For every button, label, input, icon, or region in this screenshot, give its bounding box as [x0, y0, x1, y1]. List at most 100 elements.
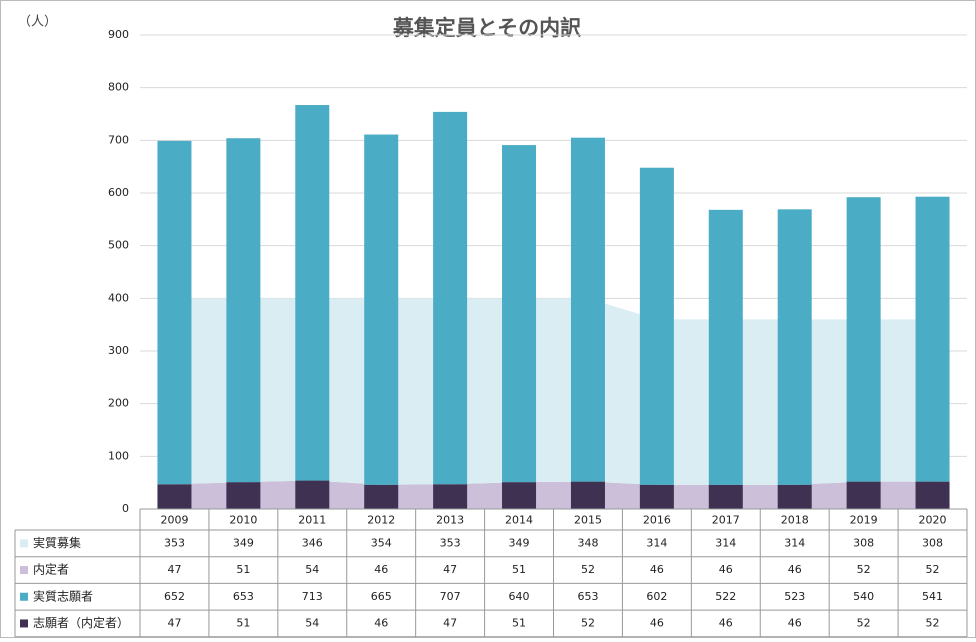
table-cell: 46 — [374, 616, 388, 629]
bar — [570, 137, 605, 482]
x-tick-label: 2010 — [229, 514, 257, 527]
table-cell: 308 — [922, 536, 943, 549]
table-cell: 46 — [719, 563, 733, 576]
table-cell: 308 — [853, 536, 874, 549]
table-cell: 314 — [646, 536, 667, 549]
bar — [364, 134, 399, 485]
x-tick-label: 2015 — [574, 514, 602, 527]
legend-label: 実質志願者 — [33, 588, 93, 603]
bar — [777, 484, 812, 509]
table-cell: 540 — [853, 590, 874, 603]
bar — [157, 140, 192, 485]
y-tick-label: 500 — [108, 239, 129, 252]
table-cell: 51 — [512, 616, 526, 629]
table-cell: 653 — [233, 590, 254, 603]
unit-label: （人） — [18, 15, 57, 30]
table-cell: 46 — [374, 563, 388, 576]
table-cell: 47 — [443, 563, 457, 576]
table-cell: 354 — [371, 536, 392, 549]
table-cell: 348 — [577, 536, 598, 549]
legend-swatch — [20, 592, 28, 601]
bar — [639, 484, 674, 509]
table-cell: 522 — [715, 590, 736, 603]
table-cell: 541 — [922, 590, 943, 603]
legend-swatch — [20, 539, 28, 548]
table-cell: 51 — [236, 616, 250, 629]
table-cell: 653 — [577, 590, 598, 603]
legend-label: 内定者 — [33, 562, 69, 577]
legend-swatch — [20, 619, 28, 628]
bar — [295, 480, 330, 509]
table-cell: 51 — [512, 563, 526, 576]
x-tick-label: 2014 — [505, 514, 533, 527]
table-cell: 640 — [509, 590, 530, 603]
x-tick-label: 2017 — [712, 514, 740, 527]
table-cell: 523 — [784, 590, 805, 603]
table-cell: 52 — [581, 563, 595, 576]
table-cell: 47 — [167, 616, 181, 629]
table-cell: 349 — [233, 536, 254, 549]
table-cell: 47 — [443, 616, 457, 629]
table-cell: 46 — [650, 616, 664, 629]
table-cell: 54 — [305, 616, 319, 629]
bar — [226, 482, 261, 509]
legend-label: 実質募集 — [33, 535, 81, 550]
x-tick-label: 2011 — [298, 514, 326, 527]
x-tick-label: 2016 — [643, 514, 671, 527]
table-cell: 652 — [164, 590, 185, 603]
bar — [570, 481, 605, 509]
bar — [915, 481, 950, 509]
legend-label: 志願者（内定者） — [33, 615, 129, 630]
bar — [502, 145, 537, 483]
y-tick-label: 0 — [122, 502, 129, 515]
bar — [295, 105, 330, 481]
table-cell: 349 — [509, 536, 530, 549]
y-tick-label: 800 — [108, 81, 129, 94]
bar — [433, 111, 468, 485]
table-cell: 47 — [167, 563, 181, 576]
y-tick-label: 200 — [108, 397, 129, 410]
bar — [433, 484, 468, 509]
table-cell: 52 — [926, 563, 940, 576]
y-tick-label: 400 — [108, 291, 129, 304]
table-cell: 602 — [646, 590, 667, 603]
legend-swatch — [20, 566, 28, 575]
bar — [708, 484, 743, 509]
area — [174, 298, 933, 485]
table-cell: 707 — [440, 590, 461, 603]
table-cell: 346 — [302, 536, 323, 549]
y-tick-label: 900 — [108, 28, 129, 41]
bar — [639, 167, 674, 485]
table-cell: 353 — [440, 536, 461, 549]
table-cell: 46 — [788, 563, 802, 576]
x-tick-label: 2019 — [850, 514, 878, 527]
table-cell: 46 — [650, 563, 664, 576]
y-tick-label: 700 — [108, 133, 129, 146]
bar — [157, 484, 192, 509]
x-tick-label: 2018 — [781, 514, 809, 527]
table-cell: 314 — [715, 536, 736, 549]
bar — [915, 196, 950, 482]
x-tick-label: 2013 — [436, 514, 464, 527]
x-tick-label: 2009 — [160, 514, 188, 527]
table-cell: 52 — [581, 616, 595, 629]
bar — [502, 482, 537, 509]
bar — [226, 138, 261, 483]
bar — [846, 197, 881, 482]
area — [174, 480, 933, 509]
bar — [777, 209, 812, 485]
y-tick-label: 600 — [108, 186, 129, 199]
table-cell: 51 — [236, 563, 250, 576]
table-cell: 52 — [857, 616, 871, 629]
bar — [364, 484, 399, 509]
table-cell: 52 — [926, 616, 940, 629]
table-cell: 54 — [305, 563, 319, 576]
x-tick-label: 2020 — [919, 514, 947, 527]
table-cell: 46 — [719, 616, 733, 629]
x-tick-label: 2012 — [367, 514, 395, 527]
y-tick-label: 100 — [108, 449, 129, 462]
chart-title: 募集定員とその内訳 — [392, 16, 582, 40]
y-tick-label: 300 — [108, 344, 129, 357]
table-cell: 46 — [788, 616, 802, 629]
